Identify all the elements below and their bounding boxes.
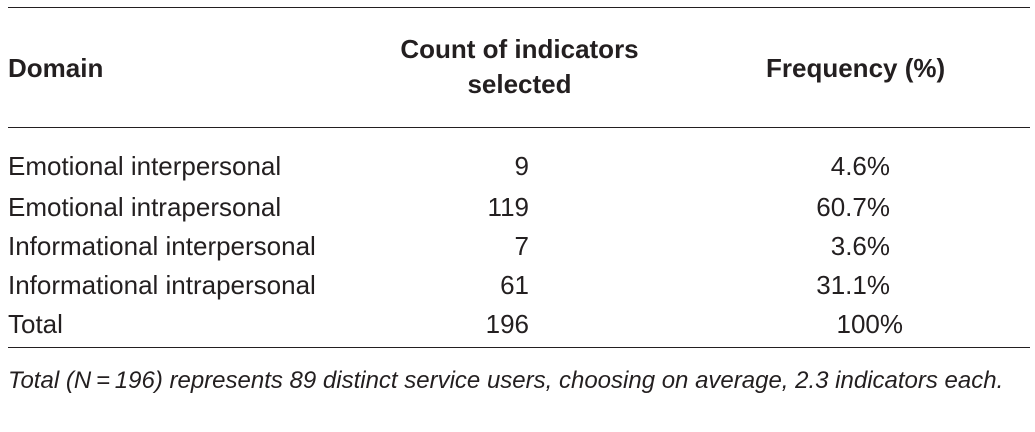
cell-count: 119 — [487, 192, 529, 222]
cell-domain: Emotional interpersonal — [8, 151, 282, 181]
cell-frequency: 3.6% — [830, 231, 890, 261]
header-count-line1: Count of indicators — [400, 34, 639, 64]
cell-domain: Informational intrapersonal — [8, 270, 316, 300]
header-domain: Domain — [8, 53, 104, 83]
cell-frequency: 60.7% — [816, 192, 890, 222]
table-top-rule — [8, 7, 1030, 8]
cell-count: 7 — [514, 231, 529, 261]
header-count: Count of indicators selected — [368, 32, 671, 102]
table-bottom-rule — [8, 347, 1030, 348]
cell-domain: Informational interpersonal — [8, 231, 316, 261]
table-row: Emotional intrapersonal 119 60.7% — [0, 188, 1035, 227]
table-row: Emotional interpersonal 9 4.6% — [0, 147, 1035, 186]
cell-count: 9 — [514, 151, 529, 181]
cell-domain: Total — [8, 309, 63, 339]
cell-frequency: 100% — [836, 309, 904, 339]
table-row: Informational interpersonal 7 3.6% — [0, 227, 1035, 266]
header-rule — [8, 127, 1030, 128]
table-footnote: Total (N = 196) represents 89 distinct s… — [8, 367, 1004, 394]
table-row: Total 196 100% — [0, 305, 1035, 344]
header-frequency: Frequency (%) — [766, 53, 946, 83]
header-count-line2: selected — [467, 69, 572, 99]
cell-count: 196 — [485, 309, 529, 339]
cell-count: 61 — [500, 270, 529, 300]
cell-domain: Emotional intrapersonal — [8, 192, 282, 222]
cell-frequency: 4.6% — [830, 151, 890, 181]
cell-frequency: 31.1% — [816, 270, 890, 300]
table-row: Informational intrapersonal 61 31.1% — [0, 266, 1035, 305]
